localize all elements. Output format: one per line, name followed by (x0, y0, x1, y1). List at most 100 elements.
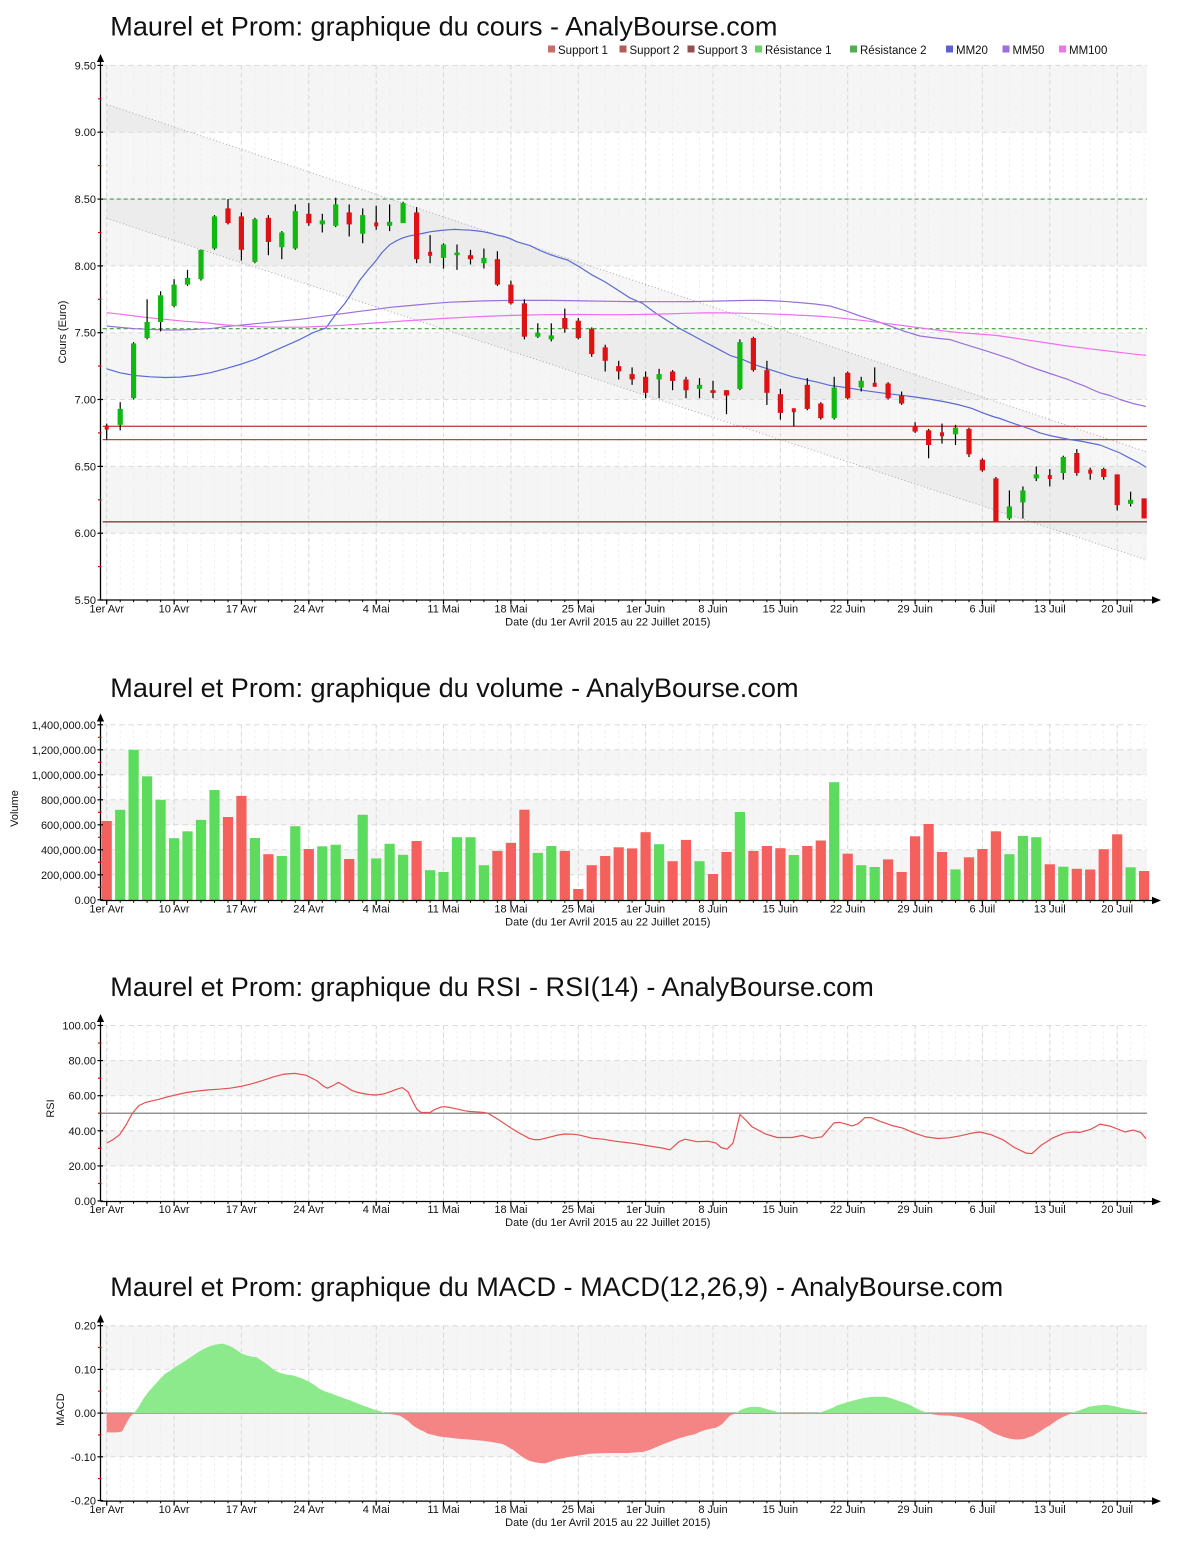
svg-text:4 Mai: 4 Mai (363, 604, 390, 616)
svg-text:-0.10: -0.10 (71, 1452, 96, 1464)
svg-text:4 Mai: 4 Mai (363, 1204, 390, 1216)
svg-text:1er Avr: 1er Avr (89, 1204, 124, 1216)
svg-text:Support 1: Support 1 (558, 45, 608, 57)
svg-text:4 Mai: 4 Mai (363, 904, 390, 916)
svg-text:1er Juin: 1er Juin (626, 904, 665, 916)
svg-text:800,000.00: 800,000.00 (41, 795, 96, 807)
svg-text:100.00: 100.00 (62, 1021, 96, 1033)
svg-text:10 Avr: 10 Avr (159, 904, 190, 916)
svg-text:8.50: 8.50 (75, 194, 96, 206)
svg-text:Date (du 1er Avril 2015 au 22: Date (du 1er Avril 2015 au 22 Juillet 20… (505, 617, 710, 629)
svg-text:15 Juin: 15 Juin (763, 904, 798, 916)
svg-text:8 Juin: 8 Juin (698, 1504, 727, 1516)
svg-text:0.20: 0.20 (75, 1321, 96, 1333)
svg-text:22 Juin: 22 Juin (830, 1504, 865, 1516)
svg-text:8.00: 8.00 (75, 261, 96, 273)
svg-text:25 Mai: 25 Mai (562, 1504, 595, 1516)
svg-text:22 Juin: 22 Juin (830, 604, 865, 616)
svg-text:25 Mai: 25 Mai (562, 604, 595, 616)
svg-text:1er Juin: 1er Juin (626, 1504, 665, 1516)
svg-text:13 Juil: 13 Juil (1034, 1504, 1066, 1516)
svg-text:0.00: 0.00 (75, 1196, 96, 1208)
svg-text:Cours (Euro): Cours (Euro) (57, 301, 69, 364)
svg-text:MM50: MM50 (1013, 45, 1045, 57)
svg-text:1,400,000.00: 1,400,000.00 (32, 720, 96, 732)
svg-text:0.00: 0.00 (75, 1408, 96, 1420)
svg-text:Résistance 1: Résistance 1 (765, 45, 831, 57)
svg-text:6 Juil: 6 Juil (970, 904, 996, 916)
svg-text:60.00: 60.00 (68, 1091, 96, 1103)
svg-text:11 Mai: 11 Mai (427, 1204, 459, 1216)
svg-text:Date (du 1er Avril 2015 au 22: Date (du 1er Avril 2015 au 22 Juillet 20… (505, 1517, 710, 1529)
svg-text:Date (du 1er Avril 2015 au 22: Date (du 1er Avril 2015 au 22 Juillet 20… (505, 1217, 710, 1229)
svg-text:MM100: MM100 (1069, 45, 1107, 57)
svg-text:22 Juin: 22 Juin (830, 1204, 865, 1216)
svg-text:Volume: Volume (9, 790, 21, 827)
svg-text:11 Mai: 11 Mai (427, 1504, 459, 1516)
svg-text:29 Juin: 29 Juin (897, 604, 932, 616)
svg-text:25 Mai: 25 Mai (562, 1204, 595, 1216)
svg-text:20 Juil: 20 Juil (1101, 1504, 1133, 1516)
svg-text:RSI: RSI (45, 1099, 57, 1117)
svg-text:6.00: 6.00 (75, 528, 96, 540)
svg-text:80.00: 80.00 (68, 1056, 96, 1068)
svg-text:5.50: 5.50 (75, 595, 96, 607)
svg-text:7.50: 7.50 (75, 328, 96, 340)
svg-text:20 Juil: 20 Juil (1101, 1204, 1133, 1216)
svg-text:6.50: 6.50 (75, 461, 96, 473)
svg-text:29 Juin: 29 Juin (897, 1204, 932, 1216)
svg-text:Support 2: Support 2 (630, 45, 680, 57)
svg-text:0.10: 0.10 (75, 1364, 96, 1376)
svg-text:13 Juil: 13 Juil (1034, 1204, 1066, 1216)
svg-text:13 Juil: 13 Juil (1034, 904, 1066, 916)
svg-text:10 Avr: 10 Avr (159, 1204, 190, 1216)
svg-text:10 Avr: 10 Avr (159, 1504, 190, 1516)
svg-text:8 Juin: 8 Juin (698, 604, 727, 616)
svg-text:24 Avr: 24 Avr (293, 604, 324, 616)
svg-text:Maurel et Prom: graphique du R: Maurel et Prom: graphique du RSI - RSI(1… (110, 971, 873, 1002)
svg-text:15 Juin: 15 Juin (763, 1204, 798, 1216)
svg-text:6 Juil: 6 Juil (970, 1504, 996, 1516)
svg-text:24 Avr: 24 Avr (293, 904, 324, 916)
svg-text:18 Mai: 18 Mai (494, 1204, 527, 1216)
svg-text:9.50: 9.50 (75, 60, 96, 72)
svg-text:17 Avr: 17 Avr (226, 1504, 257, 1516)
svg-text:Support 3: Support 3 (698, 45, 748, 57)
svg-text:18 Mai: 18 Mai (494, 1504, 527, 1516)
svg-text:15 Juin: 15 Juin (763, 1504, 798, 1516)
svg-text:10 Avr: 10 Avr (159, 604, 190, 616)
svg-text:Maurel et Prom: graphique du M: Maurel et Prom: graphique du MACD - MACD… (110, 1271, 1003, 1302)
svg-text:29 Juin: 29 Juin (897, 904, 932, 916)
svg-text:15 Juin: 15 Juin (763, 604, 798, 616)
svg-text:MM20: MM20 (956, 45, 988, 57)
svg-text:11 Mai: 11 Mai (427, 604, 459, 616)
svg-text:18 Mai: 18 Mai (494, 904, 527, 916)
svg-text:400,000.00: 400,000.00 (41, 845, 96, 857)
svg-text:Maurel et Prom: graphique du v: Maurel et Prom: graphique du volume - An… (110, 672, 798, 703)
svg-text:1er Juin: 1er Juin (626, 1204, 665, 1216)
svg-text:1er Avr: 1er Avr (89, 904, 124, 916)
svg-text:1,200,000.00: 1,200,000.00 (32, 745, 96, 757)
svg-text:17 Avr: 17 Avr (226, 604, 257, 616)
svg-text:Maurel et Prom: graphique du c: Maurel et Prom: graphique du cours - Ana… (110, 11, 777, 42)
svg-text:6 Juil: 6 Juil (970, 1204, 996, 1216)
svg-text:Résistance 2: Résistance 2 (860, 45, 926, 57)
svg-text:-0.20: -0.20 (71, 1496, 96, 1508)
svg-text:13 Juil: 13 Juil (1034, 604, 1066, 616)
svg-text:17 Avr: 17 Avr (226, 904, 257, 916)
svg-text:0.00: 0.00 (75, 895, 96, 907)
svg-text:1er Avr: 1er Avr (89, 604, 124, 616)
svg-text:29 Juin: 29 Juin (897, 1504, 932, 1516)
svg-text:8 Juin: 8 Juin (698, 904, 727, 916)
svg-text:20.00: 20.00 (68, 1161, 96, 1173)
svg-text:1er Juin: 1er Juin (626, 604, 665, 616)
svg-text:6 Juil: 6 Juil (970, 604, 996, 616)
svg-text:1,000,000.00: 1,000,000.00 (32, 770, 96, 782)
svg-text:4 Mai: 4 Mai (363, 1504, 390, 1516)
svg-text:11 Mai: 11 Mai (427, 904, 459, 916)
svg-text:18 Mai: 18 Mai (494, 604, 527, 616)
svg-text:40.00: 40.00 (68, 1126, 96, 1138)
svg-text:24 Avr: 24 Avr (293, 1204, 324, 1216)
svg-text:25 Mai: 25 Mai (562, 904, 595, 916)
svg-text:20 Juil: 20 Juil (1101, 904, 1133, 916)
